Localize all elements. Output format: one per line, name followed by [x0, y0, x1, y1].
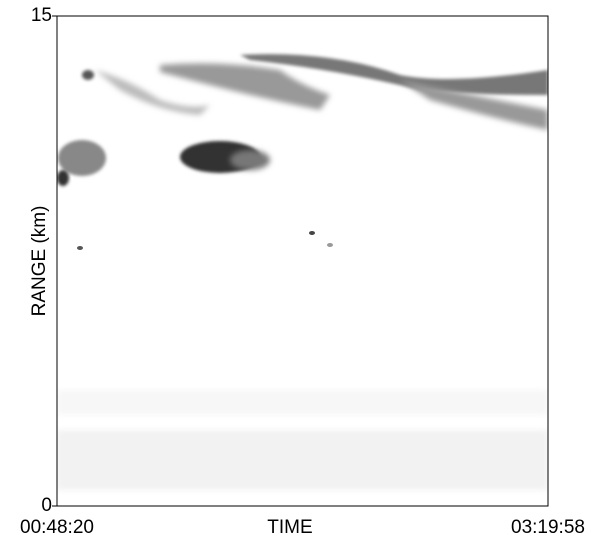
x-axis-label: TIME — [267, 517, 312, 538]
backscatter-image — [57, 16, 548, 506]
x-start-label: 00:48:20 — [20, 517, 94, 538]
y-axis-label: RANGE (km) — [29, 206, 50, 317]
x-end-label: 03:19:58 — [511, 517, 585, 538]
y-tick-label: 0 — [41, 495, 52, 516]
plot-frame — [56, 15, 549, 507]
y-tick-label: 15 — [31, 5, 52, 26]
